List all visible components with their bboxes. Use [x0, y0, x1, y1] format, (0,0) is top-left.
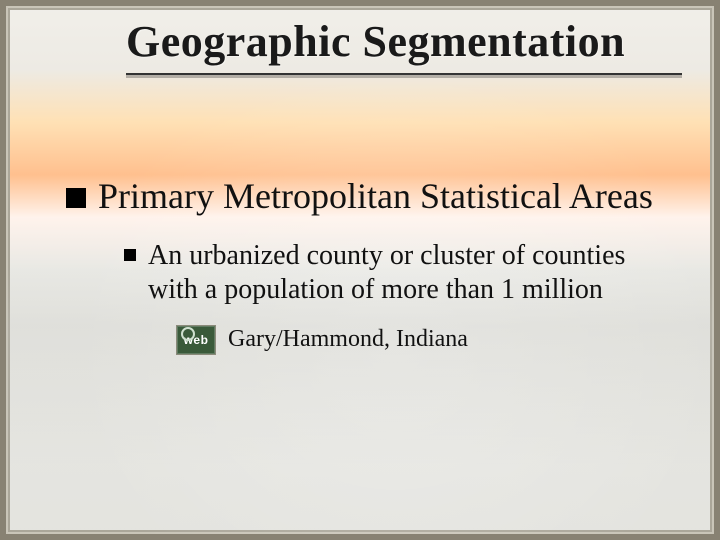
slide-title: Geographic Segmentation: [126, 16, 682, 67]
bullet-level-1-text: Primary Metropolitan Statistical Areas: [98, 176, 653, 217]
square-bullet-icon: [124, 249, 136, 261]
title-container: Geographic Segmentation: [126, 16, 682, 75]
bullet-level-3: web Gary/Hammond, Indiana: [176, 325, 664, 355]
bullet-level-2: An urbanized county or cluster of counti…: [124, 239, 664, 306]
content-area: Primary Metropolitan Statistical Areas A…: [66, 176, 664, 355]
bullet-level-3-text: Gary/Hammond, Indiana: [228, 326, 468, 353]
square-bullet-icon: [66, 188, 86, 208]
slide: Geographic Segmentation Primary Metropol…: [0, 0, 720, 540]
bullet-level-1: Primary Metropolitan Statistical Areas: [66, 176, 664, 217]
bullet-level-2-text: An urbanized county or cluster of counti…: [148, 239, 664, 306]
web-icon: web: [176, 325, 216, 355]
